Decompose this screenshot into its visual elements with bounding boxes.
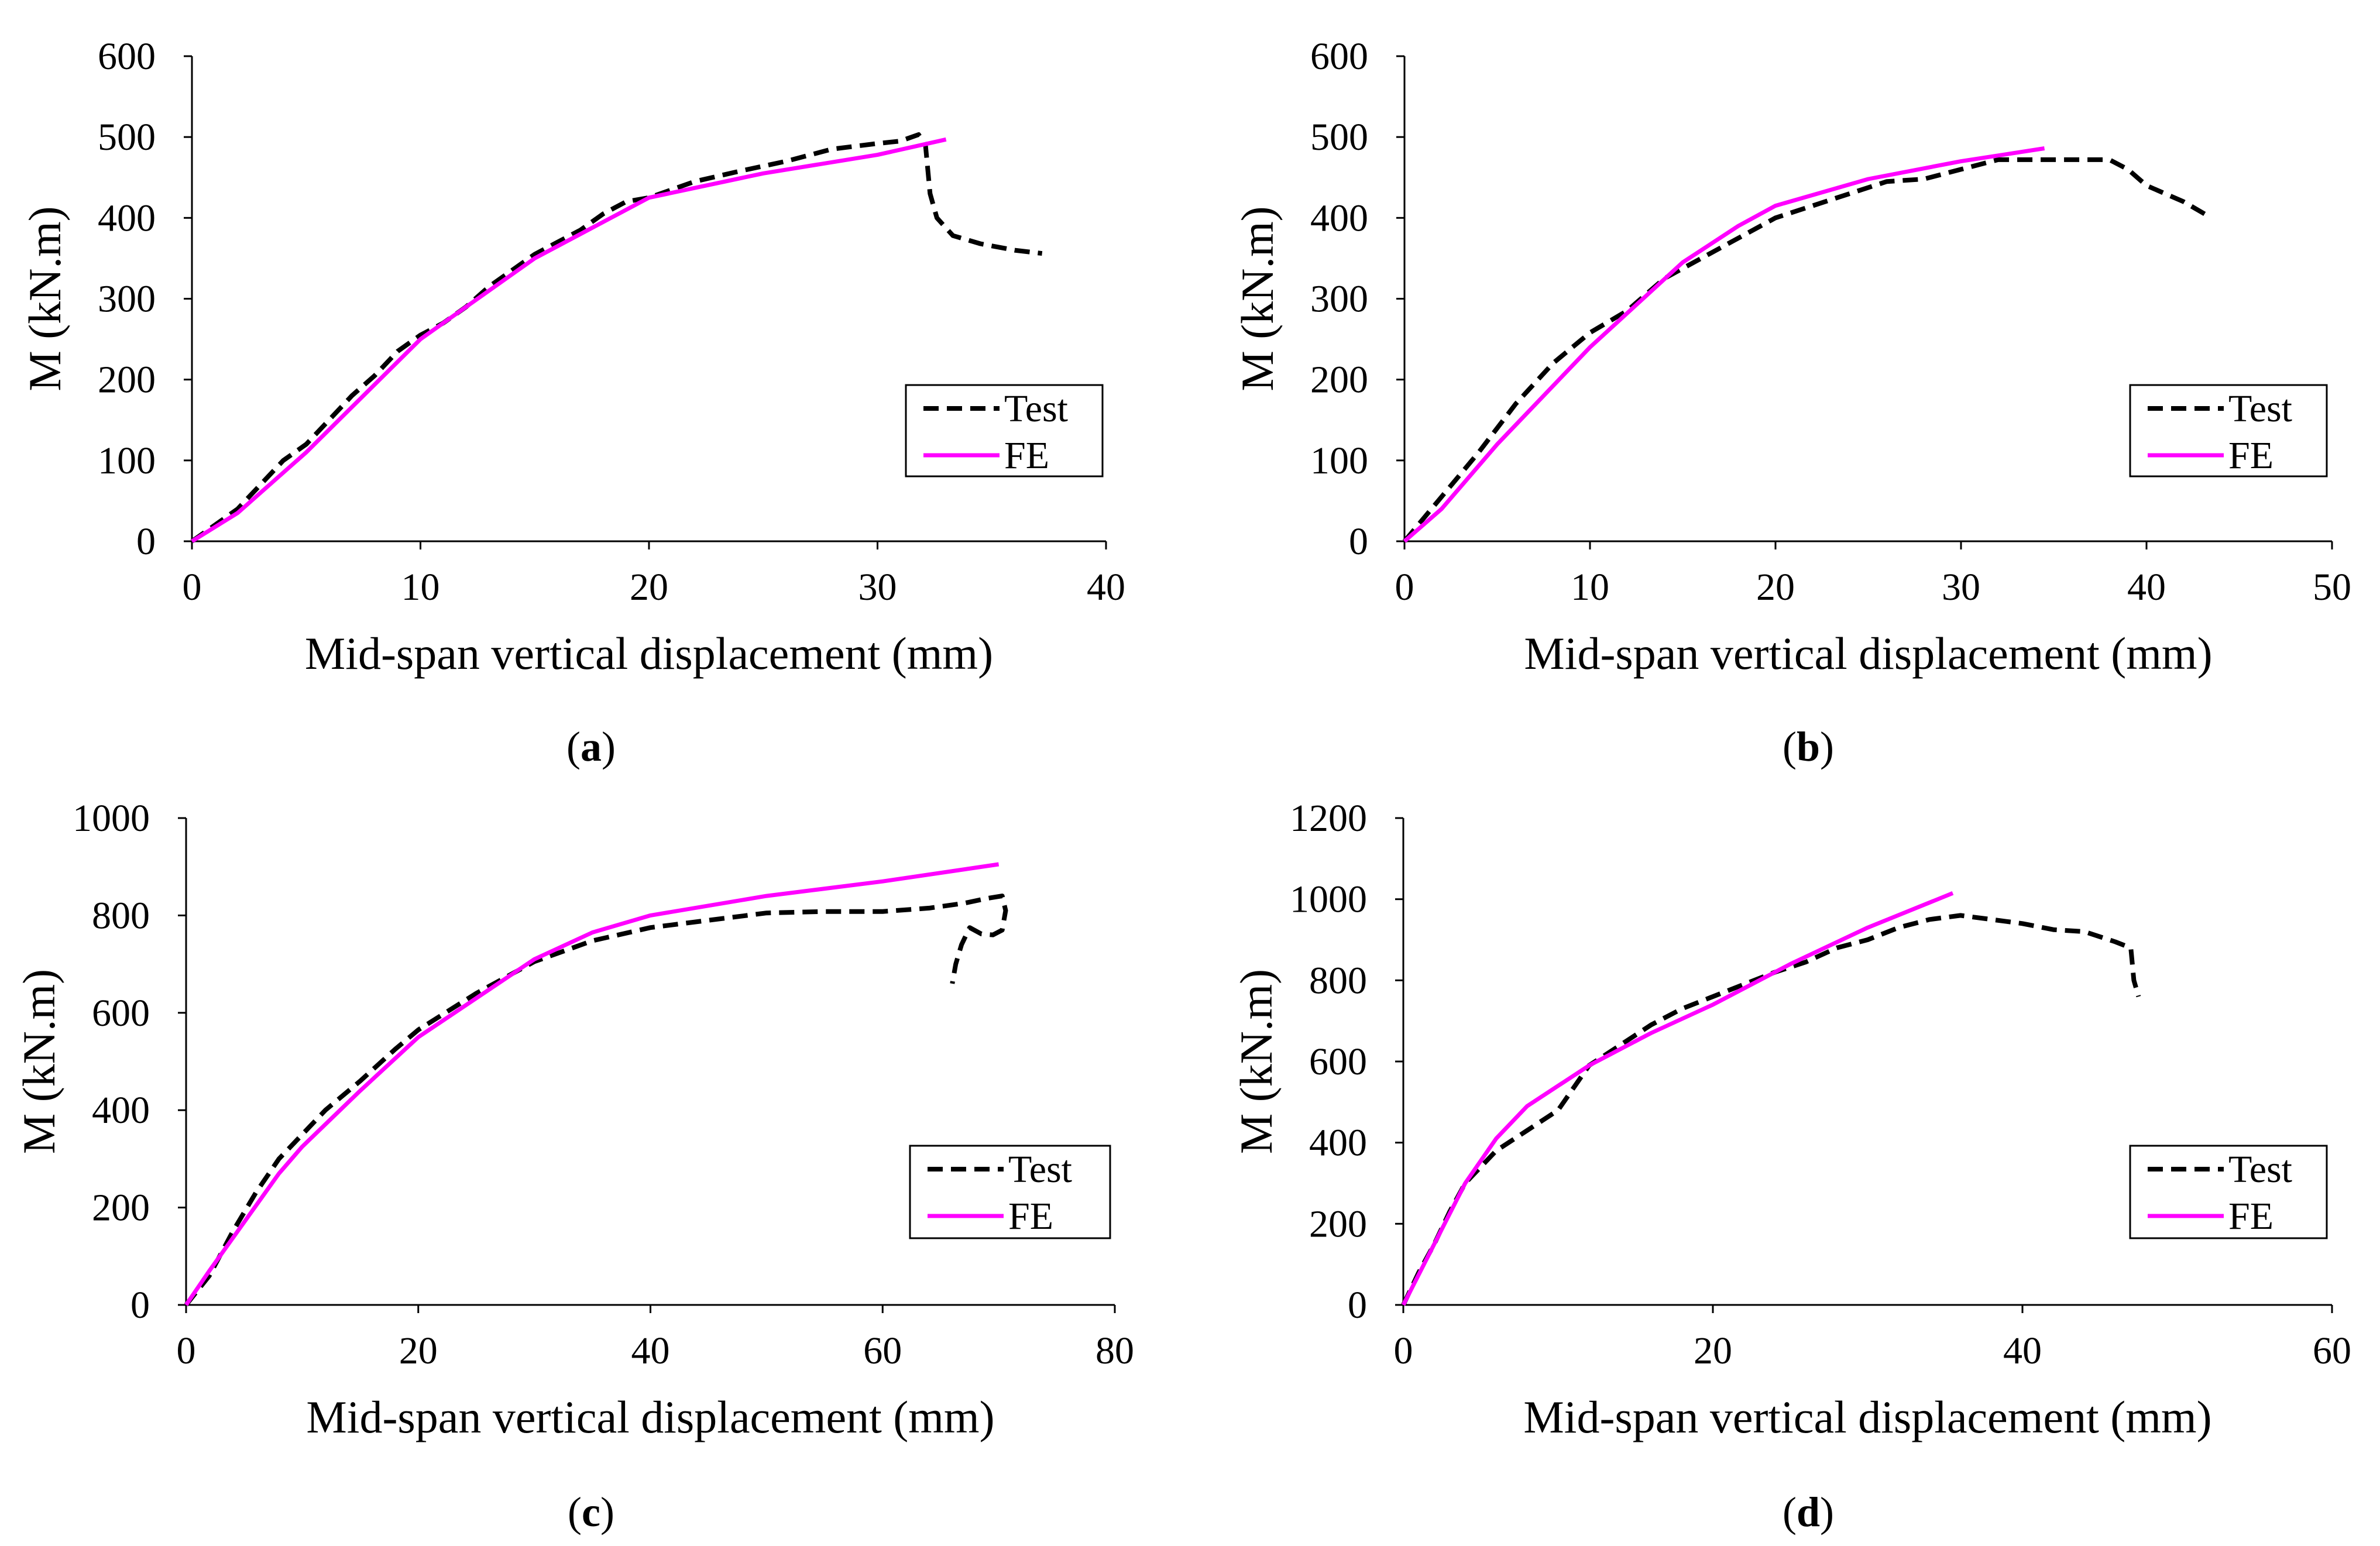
- x-tick-label: 10: [1571, 566, 1609, 609]
- chart-panel-c: 0 200 400 600 800 1000 0 20 40 60 80 Mid-span verti…: [13, 797, 1134, 1535]
- y-tick-label: 1200: [1290, 797, 1367, 840]
- x-tick-label: 40: [631, 1329, 670, 1372]
- caption-open-paren: (: [1783, 723, 1797, 770]
- x-tick-label: 0: [1394, 1329, 1413, 1372]
- y-axis-title: M (kN.m): [1232, 206, 1283, 391]
- chart-panel-d: 0 200 400 600 800 1000 1200 0 20 40 60 Mid-span ver…: [1231, 797, 2351, 1535]
- y-tick-label: 600: [1310, 35, 1368, 78]
- x-axis-title: Mid-span vertical displacement (mm): [306, 1392, 994, 1442]
- x-tick-label: 30: [1942, 566, 1980, 609]
- legend-label: FE: [1008, 1195, 1053, 1238]
- x-tick-label: 0: [1395, 566, 1414, 609]
- y-tick-label: 0: [136, 520, 156, 563]
- y-tick-label: 1000: [1290, 878, 1367, 921]
- legend-label: Test: [2228, 387, 2292, 430]
- x-tick-label: 50: [2313, 566, 2351, 609]
- legend-box: [909, 1145, 1111, 1239]
- chart-panel-a: 0 100 200 300 400 500 600 0 10 20 30 40 Mid-span ver…: [19, 35, 1125, 770]
- y-axis-title: M (kN.m): [13, 969, 64, 1154]
- x-axis-title: Mid-span vertical displacement (mm): [1524, 628, 2212, 679]
- panel-caption: (d): [1783, 1489, 1834, 1535]
- x-tick-label: 40: [2003, 1329, 2042, 1372]
- caption-open-paren: (: [566, 723, 581, 770]
- y-tick-label: 1000: [73, 797, 150, 840]
- series-line-test: [190, 132, 1043, 544]
- caption-letter: d: [1797, 1489, 1820, 1535]
- y-tick-label: 300: [1310, 278, 1368, 321]
- y-tick-label: 0: [130, 1284, 150, 1327]
- x-tick-label: 60: [2313, 1329, 2351, 1372]
- legend-label: FE: [2228, 1195, 2273, 1238]
- series-line-test: [1402, 157, 2213, 543]
- x-tick-label: 0: [183, 566, 202, 609]
- y-tick-label: 600: [98, 35, 156, 78]
- y-tick-label: 100: [1310, 439, 1368, 482]
- y-tick-label: 600: [92, 992, 150, 1035]
- y-tick-label: 200: [92, 1187, 150, 1229]
- y-tick-label: 200: [98, 359, 156, 401]
- y-tick-label: 400: [1309, 1122, 1367, 1164]
- caption-letter: c: [582, 1489, 600, 1535]
- x-tick-label: 20: [399, 1329, 438, 1372]
- y-tick-label: 100: [98, 439, 156, 482]
- x-tick-label: 60: [863, 1329, 902, 1372]
- legend-label: FE: [1004, 434, 1049, 477]
- series-line-test: [184, 894, 1008, 1307]
- x-tick-label: 20: [1756, 566, 1795, 609]
- y-tick-label: 200: [1309, 1203, 1367, 1245]
- legend-label: FE: [2228, 434, 2273, 477]
- x-axis-title: Mid-span vertical displacement (mm): [305, 628, 993, 679]
- x-tick-label: 80: [1095, 1329, 1134, 1372]
- x-tick-label: 0: [177, 1329, 196, 1372]
- y-tick-label: 500: [98, 116, 156, 159]
- x-tick-label: 30: [858, 566, 897, 609]
- legend-label: Test: [1008, 1148, 1072, 1191]
- x-axis-title: Mid-span vertical displacement (mm): [1523, 1392, 2211, 1442]
- caption-open-paren: (: [1783, 1489, 1797, 1535]
- x-tick-label: 40: [2127, 566, 2166, 609]
- y-tick-label: 400: [1310, 197, 1368, 239]
- panel-caption: (b): [1783, 723, 1834, 770]
- series-line-fe: [1401, 891, 1954, 1306]
- y-tick-label: 400: [92, 1089, 150, 1132]
- panel-caption: (c): [568, 1489, 614, 1535]
- y-tick-label: 400: [98, 197, 156, 239]
- y-axis-title: M (kN.m): [1231, 969, 1282, 1154]
- y-tick-label: 0: [1348, 1284, 1367, 1327]
- caption-letter: a: [581, 723, 602, 770]
- legend-label: Test: [2228, 1148, 2292, 1191]
- caption-close-paren: ): [602, 723, 616, 770]
- y-tick-label: 800: [1309, 959, 1367, 1002]
- caption-close-paren: ): [1820, 1489, 1834, 1535]
- caption-letter: b: [1797, 723, 1820, 770]
- series-line-fe: [184, 862, 1000, 1306]
- y-tick-label: 500: [1310, 116, 1368, 159]
- y-tick-label: 600: [1309, 1040, 1367, 1083]
- series-line-fe: [1403, 146, 2045, 543]
- legend-box: [2129, 384, 2328, 477]
- y-tick-label: 300: [98, 278, 156, 321]
- x-tick-label: 10: [401, 566, 440, 609]
- y-tick-label: 800: [92, 894, 150, 937]
- panel-caption: (a): [566, 723, 616, 770]
- y-tick-label: 200: [1310, 359, 1368, 401]
- y-axis-title: M (kN.m): [19, 206, 70, 391]
- x-tick-label: 20: [1694, 1329, 1732, 1372]
- x-tick-label: 40: [1087, 566, 1125, 609]
- legend-label: Test: [1004, 387, 1068, 430]
- y-tick-label: 0: [1349, 520, 1368, 563]
- caption-open-paren: (: [568, 1489, 582, 1535]
- series-line-fe: [191, 137, 947, 543]
- x-tick-label: 20: [630, 566, 668, 609]
- chart-panel-b: 0 100 200 300 400 500 600 0 10 20 30 40 50 Mid-span v…: [1232, 35, 2351, 770]
- legend-box: [2129, 1145, 2328, 1239]
- legend-box: [905, 384, 1104, 477]
- caption-close-paren: ): [600, 1489, 614, 1535]
- caption-close-paren: ): [1820, 723, 1834, 770]
